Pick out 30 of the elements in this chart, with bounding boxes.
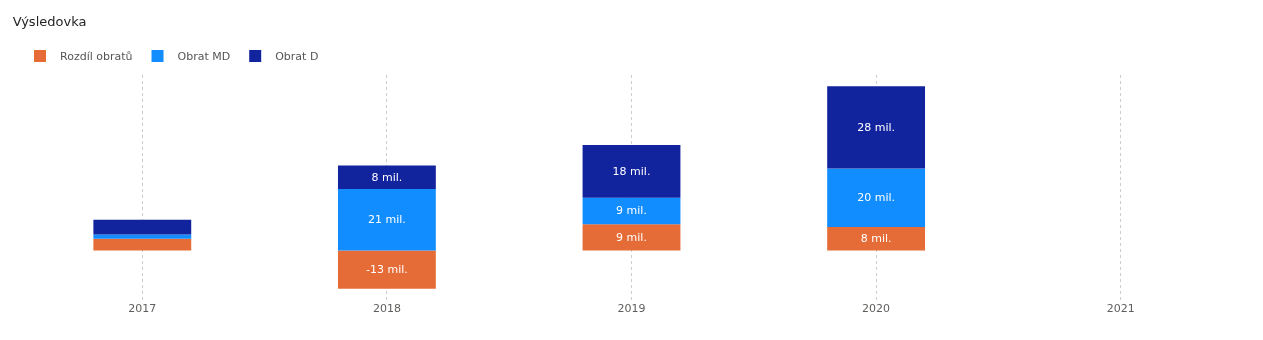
legend-label: Rozdíl obratů	[60, 50, 133, 64]
bar	[827, 168, 926, 228]
x-tick-label: 2017	[128, 302, 157, 315]
data-label: 20 mil.	[857, 191, 896, 205]
x-tick-label: 2018	[372, 302, 401, 315]
bar	[93, 234, 192, 239]
bar	[827, 227, 926, 251]
x-tick-label: 2019	[617, 302, 646, 315]
bar	[582, 144, 681, 198]
x-tick-label: 2021	[1106, 302, 1135, 315]
legend-label: Obrat MD	[177, 50, 231, 64]
bar	[93, 219, 192, 235]
bar	[93, 238, 192, 251]
chart-title: Výsledovka	[12, 14, 87, 30]
data-label: 9 mil.	[616, 230, 647, 244]
data-label: 9 mil.	[616, 204, 647, 218]
bar	[337, 165, 436, 189]
data-label: 18 mil.	[612, 164, 651, 178]
data-label: -13 mil.	[366, 263, 408, 277]
bar	[337, 250, 436, 289]
data-label: 8 mil.	[371, 170, 403, 184]
bar	[582, 224, 681, 251]
x-tick-label: 2020	[862, 302, 891, 315]
data-label: 8 mil.	[860, 232, 892, 246]
data-label: 21 mil.	[367, 213, 406, 227]
bar	[582, 197, 681, 225]
data-label: 28 mil.	[857, 120, 896, 134]
bar	[337, 188, 436, 251]
bar	[827, 86, 926, 169]
legend-label: Obrat D	[275, 50, 319, 64]
